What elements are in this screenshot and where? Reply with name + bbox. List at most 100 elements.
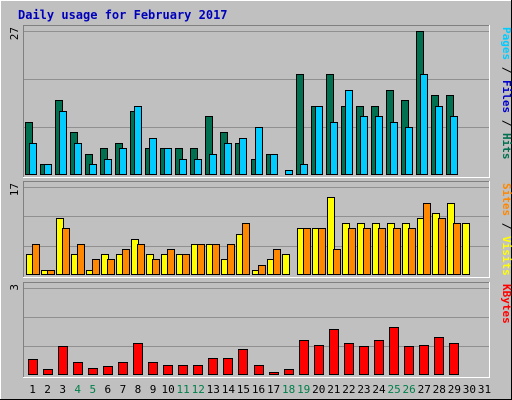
bar-sites-day-19 <box>303 228 311 275</box>
bar-kbytes-day-18 <box>284 369 294 375</box>
x-tick-label: 16 <box>252 383 265 396</box>
series-files <box>29 74 458 175</box>
x-tick-label: 31 <box>478 383 491 396</box>
bar-files-day-8 <box>134 106 142 175</box>
bar-kbytes-day-28 <box>434 337 444 375</box>
bar-kbytes-day-10 <box>163 365 173 375</box>
panels-group: 27 Pages / Files / Hits 17 Sites / Visits 3 K… <box>8 25 512 378</box>
x-tick-label: 9 <box>150 383 157 396</box>
bar-sites-day-4 <box>77 244 85 275</box>
bar-files-day-28 <box>435 106 443 175</box>
bar-sites-day-10 <box>167 249 175 275</box>
series-kbytes <box>28 327 459 375</box>
panel-kbytes-legend: KBytes <box>500 284 512 324</box>
bar-sites-day-11 <box>182 254 190 275</box>
bar-kbytes-day-16 <box>254 365 264 375</box>
bar-kbytes-day-21 <box>329 329 339 375</box>
bar-kbytes-day-17 <box>269 372 279 375</box>
bar-sites-day-2 <box>47 270 55 275</box>
bar-files-day-3 <box>59 111 67 175</box>
bar-kbytes-day-27 <box>419 345 429 375</box>
bar-sites-day-27 <box>423 203 431 275</box>
bar-files-day-9 <box>149 138 157 175</box>
panel-visits: 17 Sites / Visits <box>8 181 512 278</box>
bar-kbytes-day-24 <box>374 340 384 375</box>
x-tick-label: 29 <box>448 383 461 396</box>
x-tick-label: 6 <box>105 383 112 396</box>
panel-hits-legend: Pages / Files / Hits <box>500 27 512 160</box>
bar-kbytes-day-3 <box>58 346 68 375</box>
x-tick-label: 18 <box>282 383 295 396</box>
x-tick-label: 21 <box>327 383 340 396</box>
x-tick-label: 14 <box>222 383 236 396</box>
bar-files-day-29 <box>450 116 458 175</box>
bar-sites-day-13 <box>212 244 220 275</box>
x-tick-label: 12 <box>192 383 205 396</box>
bar-visits-day-21 <box>327 197 335 275</box>
bar-sites-day-3 <box>62 228 70 275</box>
bar-kbytes-day-12 <box>193 365 203 375</box>
bar-files-day-4 <box>74 143 82 175</box>
bar-kbytes-day-14 <box>223 358 233 375</box>
bar-files-day-6 <box>104 159 112 175</box>
bar-files-day-2 <box>44 164 52 175</box>
bar-files-day-20 <box>315 106 323 175</box>
panel-kbytes-ymax-label: 3 <box>8 284 21 291</box>
x-tick-label: 7 <box>120 383 127 396</box>
bar-sites-day-15 <box>242 223 250 275</box>
bar-files-day-19 <box>300 164 308 175</box>
bar-sites-day-24 <box>378 228 386 275</box>
x-tick-label: 1 <box>29 383 36 396</box>
bar-sites-day-9 <box>152 259 160 275</box>
bar-sites-day-6 <box>107 259 115 275</box>
bar-files-day-14 <box>224 143 232 175</box>
bar-kbytes-day-2 <box>43 369 53 375</box>
bar-files-day-15 <box>239 138 247 175</box>
bar-files-day-21 <box>330 122 338 175</box>
bar-sites-day-14 <box>227 244 235 275</box>
bar-kbytes-day-19 <box>299 340 309 375</box>
x-tick-label: 20 <box>312 383 325 396</box>
panel-visits-legend: Sites / Visits <box>500 183 512 276</box>
bar-kbytes-day-6 <box>103 366 113 375</box>
bar-files-day-24 <box>375 116 383 175</box>
bar-visits-day-30 <box>462 223 470 275</box>
bar-sites-day-28 <box>438 218 446 275</box>
bar-visits-day-18 <box>282 254 290 275</box>
legend-sites: Sites <box>500 183 512 216</box>
legend-files: Files <box>500 80 512 113</box>
x-tick-label: 27 <box>418 383 431 396</box>
bar-kbytes-day-11 <box>178 365 188 375</box>
panel-hits-ymax-label: 27 <box>8 27 21 40</box>
bar-files-day-11 <box>179 159 187 175</box>
bar-files-day-7 <box>119 148 127 175</box>
bar-kbytes-day-5 <box>88 368 98 375</box>
x-tick-label: 13 <box>207 383 220 396</box>
legend-separator: / <box>500 60 512 80</box>
bar-files-day-10 <box>164 148 172 175</box>
x-tick-label: 28 <box>433 383 446 396</box>
bar-sites-day-21 <box>333 249 341 275</box>
bar-sites-day-20 <box>318 228 326 275</box>
x-tick-label: 26 <box>403 383 416 396</box>
x-tick-label: 22 <box>342 383 355 396</box>
bar-kbytes-day-1 <box>28 359 38 375</box>
legend-visits: Visits <box>500 236 512 276</box>
panel-kbytes: 3 KBytes <box>8 282 512 378</box>
bar-files-day-26 <box>405 127 413 175</box>
legend-separator: / <box>500 216 512 236</box>
bar-kbytes-day-23 <box>359 346 369 375</box>
bar-kbytes-day-9 <box>148 362 158 375</box>
x-tick-label: 8 <box>135 383 142 396</box>
panel-visits-ymax-label: 17 <box>8 183 21 196</box>
bar-sites-day-26 <box>408 228 416 275</box>
x-tick-label: 23 <box>357 383 370 396</box>
bar-kbytes-day-7 <box>118 362 128 375</box>
bar-kbytes-day-25 <box>389 327 399 375</box>
bar-kbytes-day-4 <box>73 362 83 375</box>
x-tick-label: 2 <box>44 383 51 396</box>
bar-kbytes-day-13 <box>208 358 218 375</box>
bar-kbytes-day-29 <box>449 343 459 375</box>
bar-sites-day-23 <box>363 228 371 275</box>
